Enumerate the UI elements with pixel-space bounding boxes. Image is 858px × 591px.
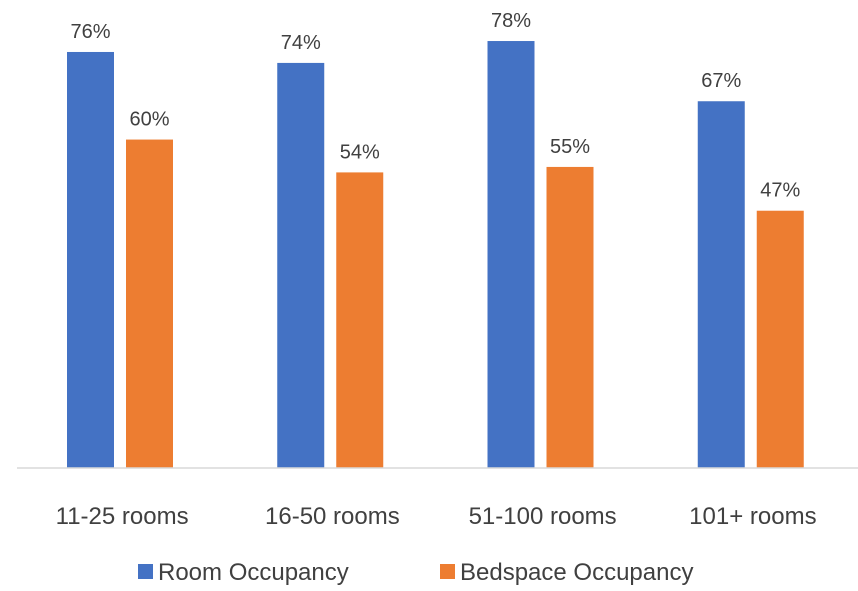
- data-label-bedspace-occupancy-11-25-rooms: 60%: [129, 109, 169, 131]
- bar-room-occupancy-51-100-rooms: [487, 41, 535, 468]
- data-label-room-occupancy-101-rooms: 67%: [701, 70, 741, 92]
- bar-bedspace-occupancy-51-100-rooms: [546, 166, 594, 468]
- legend-label-room-occupancy: Room Occupancy: [158, 559, 349, 586]
- bars-layer: [67, 41, 804, 469]
- data-label-bedspace-occupancy-51-100-rooms: 55%: [550, 136, 590, 158]
- legend: Room Occupancy Bedspace Occupancy: [138, 559, 693, 586]
- bar-room-occupancy-11-25-rooms: [67, 51, 114, 468]
- legend-label-bedspace-occupancy: Bedspace Occupancy: [460, 559, 693, 586]
- x-tick-label-16-50-rooms: 16-50 rooms: [265, 503, 400, 530]
- x-tick-label-11-25-rooms: 11-25 rooms: [56, 503, 189, 530]
- bar-bedspace-occupancy-11-25-rooms: [126, 139, 173, 468]
- bar-room-occupancy-101-rooms: [697, 101, 745, 468]
- data-label-room-occupancy-11-25-rooms: 76%: [70, 21, 110, 43]
- x-tick-labels: 11-25 rooms 16-50 rooms 51-100 rooms 101+ r…: [56, 503, 817, 530]
- legend-swatch-bedspace-occupancy: [440, 564, 455, 579]
- bar-bedspace-occupancy-101-rooms: [756, 210, 804, 469]
- legend-swatch-room-occupancy: [138, 564, 153, 579]
- x-tick-label-101-rooms: 101+ rooms: [689, 503, 816, 530]
- bar-room-occupancy-16-50-rooms: [277, 62, 325, 468]
- data-label-bedspace-occupancy-101-rooms: 47%: [760, 180, 800, 202]
- data-label-room-occupancy-16-50-rooms: 74%: [281, 32, 321, 54]
- x-tick-label-51-100-rooms: 51-100 rooms: [469, 503, 617, 530]
- data-label-room-occupancy-51-100-rooms: 78%: [491, 10, 531, 32]
- bar-bedspace-occupancy-16-50-rooms: [336, 172, 384, 469]
- data-label-bedspace-occupancy-16-50-rooms: 54%: [340, 141, 380, 163]
- data-labels-layer: 76% 60% 74% 54% 78% 55% 67% 47%: [70, 10, 800, 202]
